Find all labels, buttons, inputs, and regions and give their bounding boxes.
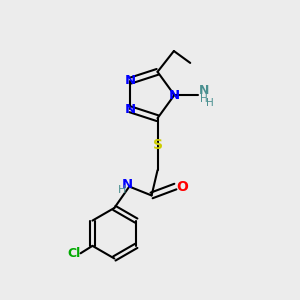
Text: Cl: Cl bbox=[68, 247, 81, 260]
Text: S: S bbox=[152, 138, 163, 152]
Text: N: N bbox=[169, 88, 180, 101]
Text: H: H bbox=[206, 98, 214, 108]
Text: N: N bbox=[125, 103, 136, 116]
Text: N: N bbox=[125, 74, 136, 87]
Text: H: H bbox=[200, 94, 208, 104]
Text: N: N bbox=[199, 84, 209, 97]
Text: N: N bbox=[122, 178, 133, 191]
Text: H: H bbox=[118, 184, 126, 194]
Text: O: O bbox=[176, 180, 188, 194]
